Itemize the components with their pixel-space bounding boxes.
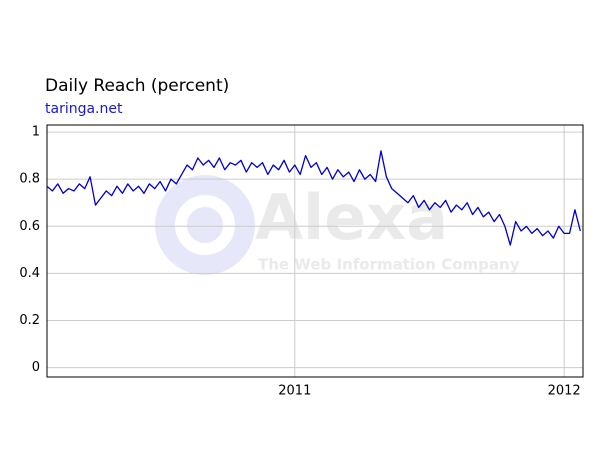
- chart-title: Daily Reach (percent): [45, 76, 229, 96]
- y-tick-label: 0.8: [19, 172, 40, 187]
- watermark-logo-ring: [175, 195, 235, 255]
- y-tick-label: 0: [32, 360, 40, 375]
- data-line: [46, 150, 581, 246]
- y-tick-label: 0.4: [19, 266, 40, 281]
- y-tick-label: 0.2: [19, 313, 40, 328]
- y-tick-label: 1: [32, 125, 40, 140]
- plot-frame: [46, 124, 584, 378]
- chart-subtitle: taringa.net: [45, 101, 123, 117]
- watermark-logo: [155, 175, 255, 275]
- x-tick-label: 2012: [548, 384, 581, 399]
- watermark: Alexa The Web Information Company: [155, 175, 520, 275]
- watermark-text: Alexa: [255, 181, 448, 254]
- y-tick-label: 0.6: [19, 219, 40, 234]
- x-tick-label: 2011: [278, 384, 311, 399]
- watermark-tagline: The Web Information Company: [258, 256, 520, 274]
